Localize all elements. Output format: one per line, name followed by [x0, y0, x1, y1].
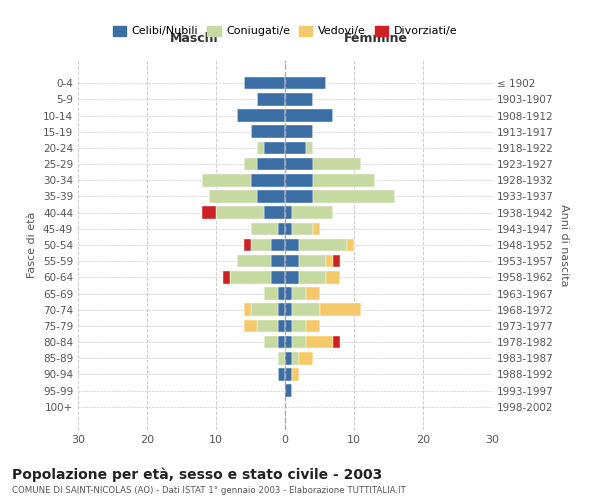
Bar — [202, 174, 251, 186]
Bar — [306, 320, 320, 332]
Bar — [236, 255, 271, 268]
Bar — [285, 158, 313, 170]
Bar — [278, 368, 285, 381]
Bar — [278, 304, 285, 316]
Bar — [265, 206, 285, 219]
Bar — [202, 206, 216, 219]
Bar — [313, 222, 320, 235]
Bar — [313, 190, 395, 203]
Bar — [251, 238, 271, 252]
Bar — [230, 271, 271, 283]
Text: Popolazione per età, sesso e stato civile - 2003: Popolazione per età, sesso e stato civil… — [12, 468, 382, 482]
Bar — [285, 255, 299, 268]
Bar — [347, 238, 354, 252]
Bar — [278, 320, 285, 332]
Bar — [299, 352, 313, 364]
Bar — [285, 222, 292, 235]
Bar — [320, 304, 361, 316]
Bar — [285, 304, 292, 316]
Bar — [285, 368, 292, 381]
Bar — [285, 190, 313, 203]
Bar — [285, 77, 326, 90]
Bar — [285, 336, 292, 348]
Bar — [334, 255, 340, 268]
Bar — [223, 271, 230, 283]
Bar — [285, 271, 299, 283]
Bar — [251, 174, 285, 186]
Bar — [265, 142, 285, 154]
Bar — [257, 320, 278, 332]
Bar — [292, 352, 299, 364]
Bar — [251, 126, 285, 138]
Bar — [292, 336, 306, 348]
Bar — [292, 320, 306, 332]
Bar — [292, 287, 306, 300]
Bar — [285, 142, 306, 154]
Bar — [292, 222, 313, 235]
Bar — [278, 352, 285, 364]
Bar — [285, 384, 292, 397]
Text: Femmine: Femmine — [344, 32, 408, 45]
Bar — [257, 158, 285, 170]
Bar — [313, 158, 361, 170]
Bar — [244, 238, 251, 252]
Bar — [257, 190, 285, 203]
Bar — [285, 287, 292, 300]
Bar — [216, 206, 265, 219]
Bar — [271, 271, 285, 283]
Bar — [292, 368, 299, 381]
Bar — [299, 255, 326, 268]
Text: Maschi: Maschi — [170, 32, 218, 45]
Bar — [265, 336, 278, 348]
Bar — [271, 238, 285, 252]
Bar — [299, 271, 326, 283]
Bar — [285, 352, 292, 364]
Legend: Celibi/Nubili, Coniugati/e, Vedovi/e, Divorziati/e: Celibi/Nubili, Coniugati/e, Vedovi/e, Di… — [109, 21, 461, 41]
Bar — [209, 190, 257, 203]
Bar — [306, 336, 334, 348]
Bar — [326, 255, 334, 268]
Bar — [244, 77, 285, 90]
Bar — [285, 238, 299, 252]
Bar — [285, 206, 292, 219]
Bar — [257, 142, 265, 154]
Bar — [306, 142, 313, 154]
Bar — [271, 255, 285, 268]
Bar — [285, 320, 292, 332]
Bar — [278, 336, 285, 348]
Bar — [299, 238, 347, 252]
Y-axis label: Fasce di età: Fasce di età — [28, 212, 37, 278]
Bar — [251, 222, 278, 235]
Bar — [244, 320, 257, 332]
Y-axis label: Anni di nascita: Anni di nascita — [559, 204, 569, 286]
Bar — [306, 287, 320, 300]
Bar — [237, 109, 285, 122]
Bar — [285, 109, 334, 122]
Text: COMUNE DI SAINT-NICOLAS (AO) - Dati ISTAT 1° gennaio 2003 - Elaborazione TUTTITA: COMUNE DI SAINT-NICOLAS (AO) - Dati ISTA… — [12, 486, 406, 495]
Bar — [285, 93, 313, 106]
Bar — [326, 271, 340, 283]
Bar — [313, 174, 374, 186]
Bar — [285, 174, 313, 186]
Bar — [251, 304, 278, 316]
Bar — [257, 93, 285, 106]
Bar — [278, 287, 285, 300]
Bar — [285, 126, 313, 138]
Bar — [278, 222, 285, 235]
Bar — [265, 287, 278, 300]
Bar — [244, 158, 257, 170]
Bar — [292, 304, 320, 316]
Bar — [244, 304, 251, 316]
Bar — [292, 206, 334, 219]
Bar — [334, 336, 340, 348]
